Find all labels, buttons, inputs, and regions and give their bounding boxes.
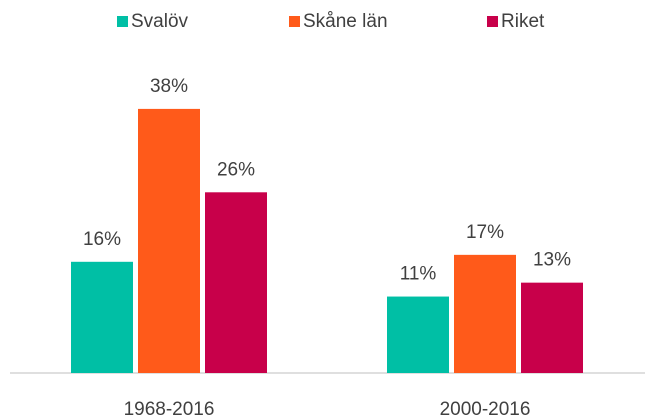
- data-label: 38%: [150, 76, 188, 97]
- legend-label: Riket: [501, 11, 545, 32]
- legend-label: Skåne län: [303, 11, 388, 32]
- bar: [454, 254, 516, 373]
- x-tick-label: 1968-2016: [124, 399, 215, 420]
- legend-swatch: [289, 16, 300, 27]
- legend-label: Svalöv: [131, 11, 189, 32]
- bar: [71, 261, 133, 373]
- bar: [387, 296, 449, 373]
- legend-swatch: [117, 16, 128, 27]
- bar: [205, 192, 267, 373]
- bar: [138, 108, 200, 374]
- data-label: 17%: [466, 222, 504, 243]
- data-label: 11%: [400, 264, 437, 285]
- data-label: 16%: [83, 229, 121, 250]
- legend-swatch: [487, 16, 498, 27]
- data-label: 26%: [217, 159, 255, 180]
- x-tick-label: 2000-2016: [440, 399, 531, 420]
- data-label: 13%: [533, 250, 571, 271]
- bar: [521, 282, 583, 373]
